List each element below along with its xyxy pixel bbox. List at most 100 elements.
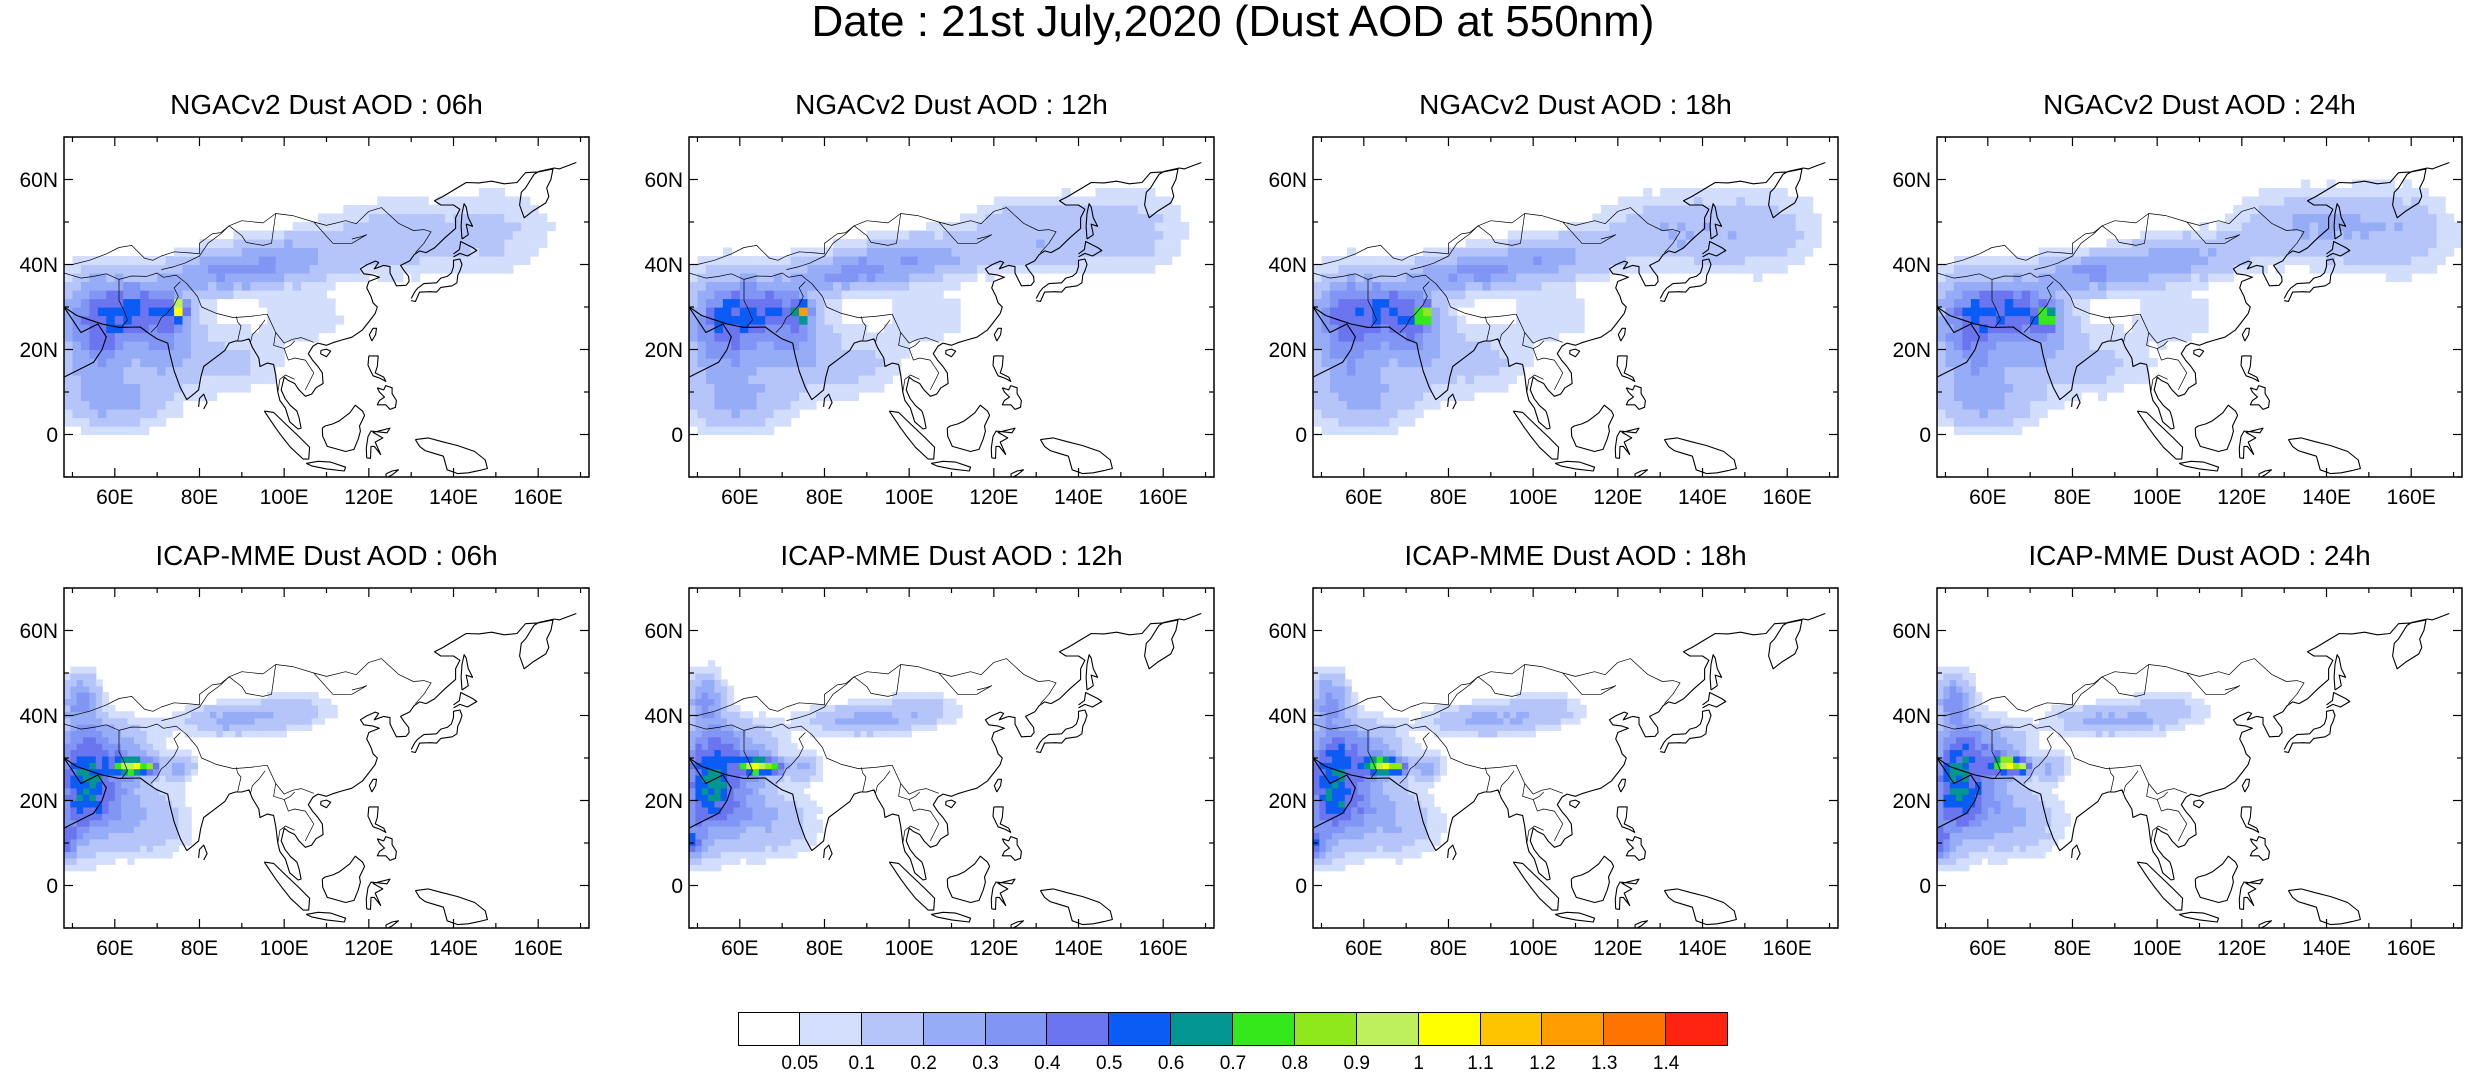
lat-tick-label: 60N	[2, 621, 58, 642]
lon-tick-label: 160E	[1752, 487, 1822, 508]
panel-title: NGACv2 Dust AOD : 24h	[1937, 91, 2462, 119]
lat-tick-label: 60N	[1875, 170, 1931, 191]
lat-tick-label: 0	[2, 425, 58, 446]
colorbar-swatch	[800, 1012, 862, 1046]
lat-tick-label: 20N	[627, 340, 683, 361]
colorbar-label: 1.1	[1451, 1054, 1511, 1073]
colorbar-label: 1.2	[1512, 1054, 1572, 1073]
lon-tick-label: 80E	[789, 487, 859, 508]
lon-tick-label: 60E	[1329, 938, 1399, 959]
lat-tick-label: 0	[1875, 425, 1931, 446]
lon-tick-label: 120E	[2207, 938, 2277, 959]
lon-tick-label: 60E	[1953, 487, 2023, 508]
lon-tick-label: 60E	[1953, 938, 2023, 959]
lat-tick-label: 0	[627, 876, 683, 897]
colorbar-label: 0.8	[1265, 1054, 1325, 1073]
lon-tick-label: 100E	[2122, 938, 2192, 959]
lon-tick-label: 80E	[2037, 487, 2107, 508]
aod-field	[64, 188, 556, 435]
lat-tick-label: 40N	[627, 255, 683, 276]
lon-tick-label: 100E	[874, 487, 944, 508]
lon-tick-label: 160E	[503, 938, 573, 959]
lon-tick-label: 160E	[2376, 487, 2446, 508]
colorbar-label: 0.3	[956, 1054, 1016, 1073]
lat-tick-label: 20N	[1251, 791, 1307, 812]
lon-tick-label: 100E	[1498, 487, 1568, 508]
lat-tick-label: 40N	[2, 706, 58, 727]
lon-tick-label: 80E	[164, 487, 234, 508]
lon-tick-label: 140E	[1044, 487, 1114, 508]
lon-tick-label: 120E	[959, 938, 1029, 959]
lat-tick-label: 20N	[1251, 340, 1307, 361]
colorbar-swatch	[738, 1012, 800, 1046]
colorbar-label: 0.1	[832, 1054, 892, 1073]
lat-tick-label: 60N	[1251, 170, 1307, 191]
lon-tick-label: 60E	[705, 938, 775, 959]
lon-tick-label: 120E	[1583, 938, 1653, 959]
lon-tick-label: 140E	[2292, 487, 2362, 508]
colorbar-swatch	[1047, 1012, 1109, 1046]
aod-colorbar	[738, 1012, 1728, 1046]
lon-tick-label: 160E	[1128, 487, 1198, 508]
lat-tick-label: 0	[1251, 876, 1307, 897]
colorbar-label: 1.3	[1574, 1054, 1634, 1073]
aod-field	[1937, 180, 2463, 436]
lon-tick-label: 120E	[334, 487, 404, 508]
colorbar-label: 1	[1389, 1054, 1449, 1073]
lon-tick-label: 120E	[1583, 487, 1653, 508]
lon-tick-label: 60E	[705, 487, 775, 508]
lon-tick-label: 100E	[874, 938, 944, 959]
lon-tick-label: 80E	[164, 938, 234, 959]
lon-tick-label: 120E	[334, 938, 404, 959]
lat-tick-label: 60N	[1875, 621, 1931, 642]
dust-aod-map	[1313, 588, 1838, 928]
lon-tick-label: 60E	[80, 487, 150, 508]
aod-field	[689, 188, 1189, 435]
colorbar-swatch	[1171, 1012, 1233, 1046]
colorbar-swatch	[1542, 1012, 1604, 1046]
lon-tick-label: 140E	[419, 938, 489, 959]
colorbar-swatch	[1419, 1012, 1481, 1046]
lon-tick-label: 120E	[2207, 487, 2277, 508]
figure-title: Date : 21st July,2020 (Dust AOD at 550nm…	[0, 0, 2466, 44]
lon-tick-label: 160E	[2376, 938, 2446, 959]
lon-tick-label: 120E	[959, 487, 1029, 508]
lat-tick-label: 20N	[627, 791, 683, 812]
colorbar-label: 0.4	[1017, 1054, 1077, 1073]
panel-title: NGACv2 Dust AOD : 18h	[1313, 91, 1838, 119]
lon-tick-label: 100E	[1498, 938, 1568, 959]
lon-tick-label: 160E	[1752, 938, 1822, 959]
dust-aod-map	[64, 588, 589, 928]
lon-tick-label: 80E	[1413, 487, 1483, 508]
lon-tick-label: 140E	[419, 487, 489, 508]
lat-tick-label: 20N	[1875, 791, 1931, 812]
aod-field	[64, 667, 338, 872]
lon-tick-label: 80E	[2037, 938, 2107, 959]
lat-tick-label: 40N	[1875, 706, 1931, 727]
panel-title: ICAP-MME Dust AOD : 12h	[689, 542, 1214, 570]
colorbar-swatch	[986, 1012, 1048, 1046]
colorbar-label: 0.2	[894, 1054, 954, 1073]
dust-aod-map	[1937, 137, 2462, 477]
lat-tick-label: 60N	[627, 170, 683, 191]
colorbar-label: 0.6	[1141, 1054, 1201, 1073]
panel-title: ICAP-MME Dust AOD : 18h	[1313, 542, 1838, 570]
dust-aod-map	[689, 588, 1214, 928]
lon-tick-label: 100E	[249, 487, 319, 508]
colorbar-swatch	[1666, 1012, 1728, 1046]
colorbar-swatch	[1233, 1012, 1295, 1046]
lat-tick-label: 40N	[1251, 706, 1307, 727]
lon-tick-label: 140E	[2292, 938, 2362, 959]
panel-title: ICAP-MME Dust AOD : 24h	[1937, 542, 2462, 570]
lat-tick-label: 0	[1875, 876, 1931, 897]
panel-title: NGACv2 Dust AOD : 06h	[64, 91, 589, 119]
lat-tick-label: 60N	[1251, 621, 1307, 642]
lon-tick-label: 80E	[789, 938, 859, 959]
colorbar-label: 1.4	[1636, 1054, 1696, 1073]
dust-aod-map	[64, 137, 589, 477]
colorbar-label: 0.05	[770, 1054, 830, 1073]
colorbar-label: 0.7	[1203, 1054, 1263, 1073]
lon-tick-label: 80E	[1413, 938, 1483, 959]
lon-tick-label: 60E	[80, 938, 150, 959]
colorbar-swatch	[862, 1012, 924, 1046]
